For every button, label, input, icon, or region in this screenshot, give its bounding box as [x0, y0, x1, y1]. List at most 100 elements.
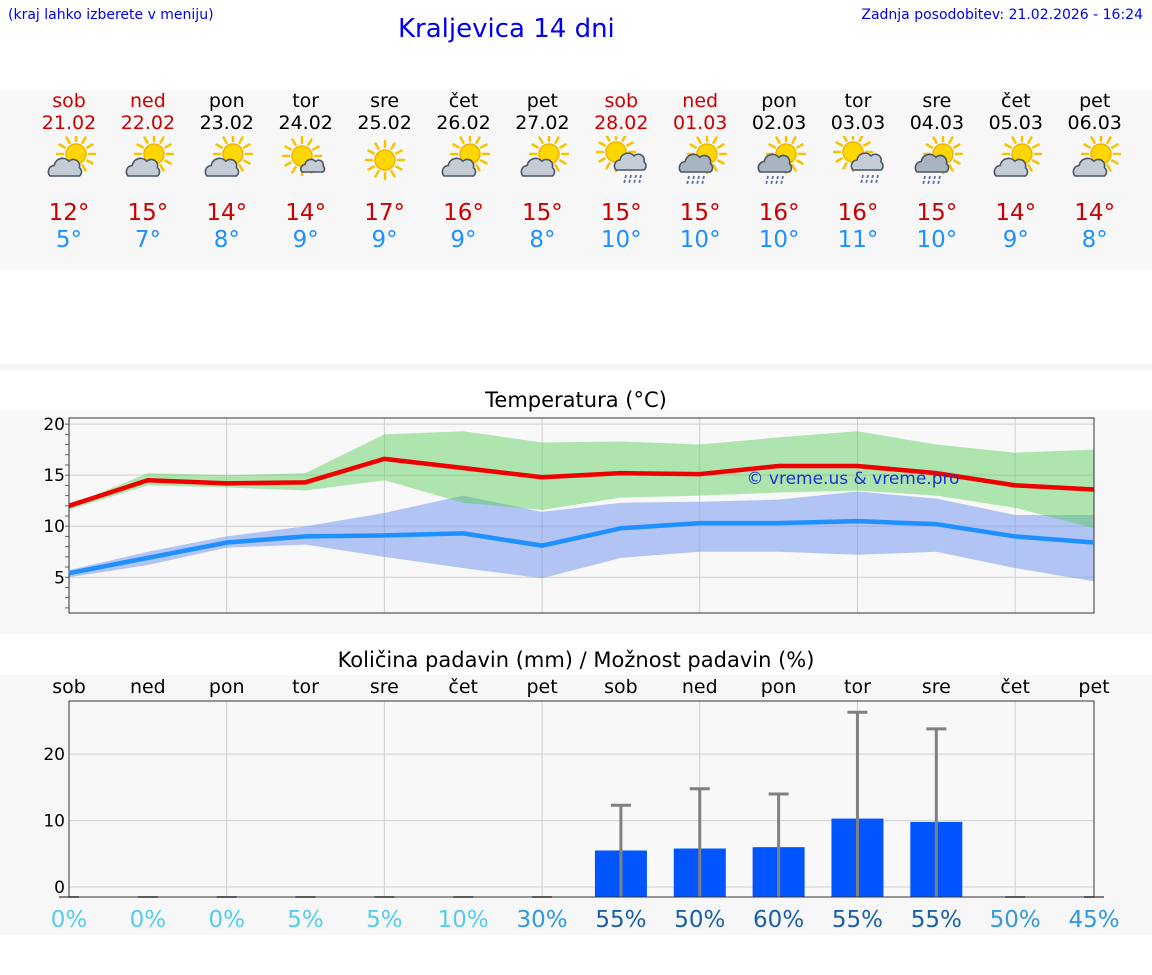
- day-column: sre 25.02 17° 9°: [345, 90, 424, 270]
- min-temp: 5°: [55, 227, 83, 253]
- x-category-label: pon: [761, 676, 797, 698]
- day-date: 22.02: [120, 112, 176, 134]
- precip-chance-label: 0%: [208, 907, 245, 933]
- y-tick-label: 10: [43, 517, 65, 537]
- max-temp: 14°: [995, 200, 1037, 226]
- precip-chance-label: 5%: [366, 907, 403, 933]
- day-name: tor: [844, 90, 872, 112]
- max-temp: 16°: [443, 200, 484, 226]
- day-name: sre: [370, 90, 400, 112]
- day-date: 05.03: [988, 112, 1043, 134]
- y-tick-label: 5: [54, 568, 65, 588]
- day-column: čet 26.02 16° 9°: [424, 90, 503, 270]
- max-temp: 14°: [285, 200, 327, 226]
- day-name: pet: [526, 90, 558, 112]
- precip-chance-label: 50%: [990, 907, 1041, 933]
- precip-chance-label: 55%: [911, 907, 962, 933]
- plot-frame: [68, 700, 1095, 898]
- day-name: sre: [922, 90, 952, 112]
- day-name: sob: [52, 90, 86, 112]
- min-temp: 9°: [1002, 227, 1029, 253]
- max-temp: 16°: [758, 200, 800, 226]
- min-temp: 9°: [371, 227, 398, 253]
- day-name: ned: [129, 90, 166, 112]
- day-name: čet: [448, 90, 479, 112]
- temperature-chart-title: Temperatura (°C): [485, 388, 667, 412]
- x-category-label: sob: [604, 676, 638, 698]
- forecast-panel: sob 21.02 12° 5° ned 22.02 15° 7° pon 23.02 14° 8° t…: [0, 90, 1152, 270]
- temperature-chart: 5 10 15 20 © vreme.us & vreme.pro: [43, 415, 1095, 614]
- day-column: tor 03.03 16° 11°: [819, 90, 898, 270]
- precip-chance-label: 10%: [438, 907, 489, 933]
- max-temp: 16°: [837, 200, 879, 226]
- day-date: 27.02: [515, 112, 570, 134]
- sun-icon: [364, 139, 406, 181]
- precip-chance-label: 45%: [1068, 907, 1119, 933]
- max-temp: 15°: [522, 200, 563, 226]
- min-temp: 10°: [600, 227, 642, 253]
- precip-chance-label: 60%: [753, 907, 804, 933]
- max-temp: 15°: [679, 200, 721, 226]
- day-column: čet 05.03 14° 9°: [976, 90, 1055, 270]
- sun-rain-icon: [678, 136, 727, 186]
- precip-chance-label: 55%: [595, 907, 646, 933]
- day-column: ned 01.03 15° 10°: [661, 90, 740, 270]
- day-column: pon 23.02 14° 8°: [187, 90, 266, 270]
- min-temp: 8°: [529, 227, 556, 253]
- partly-cloudy-icon: [993, 136, 1043, 177]
- min-temp: 10°: [916, 227, 958, 253]
- day-column: sob 28.02 15° 10°: [582, 90, 661, 270]
- max-temp: 12°: [48, 200, 90, 226]
- x-category-label: sre: [922, 676, 951, 698]
- min-temp-line: [68, 518, 1095, 576]
- x-category-label: sob: [52, 676, 86, 698]
- y-tick-label: 0: [54, 878, 65, 898]
- day-column: pet 06.03 14° 8°: [1055, 90, 1134, 270]
- min-temp: 10°: [758, 227, 800, 253]
- last-update: Zadnja posodobitev: 21.02.2026 - 16:24: [861, 7, 1143, 23]
- day-column: pon 02.03 16° 10°: [740, 90, 819, 270]
- day-column: sob 21.02 12° 5°: [30, 90, 109, 270]
- day-name: tor: [292, 90, 320, 112]
- precip-chance-label: 50%: [674, 907, 725, 933]
- min-temp: 11°: [837, 227, 879, 253]
- day-column: ned 22.02 15° 7°: [108, 90, 187, 270]
- day-name: pon: [761, 90, 797, 112]
- x-category-label: sre: [370, 676, 399, 698]
- sun-small-cloud-icon: [281, 136, 326, 177]
- min-temp: 8°: [1081, 227, 1108, 253]
- precip-chance-label: 0%: [51, 907, 88, 933]
- day-date: 02.03: [751, 112, 807, 134]
- partly-cloudy-icon: [204, 136, 254, 177]
- precip-chance-label: 55%: [832, 907, 883, 933]
- max-temp: 15°: [916, 200, 958, 226]
- min-temp: 10°: [679, 227, 721, 253]
- day-date: 06.03: [1067, 112, 1122, 134]
- x-category-label: tor: [292, 676, 319, 698]
- partly-cloudy-icon: [126, 136, 175, 177]
- partly-cloudy-icon: [441, 136, 490, 177]
- max-temp: 14°: [206, 200, 248, 226]
- x-category-label: čet: [448, 676, 478, 698]
- plot-frame: [68, 417, 1095, 614]
- y-tick-label: 10: [43, 812, 65, 832]
- max-temp: 15°: [600, 200, 642, 226]
- day-date: 26.02: [436, 112, 491, 134]
- sun-rain-cloud-icon: [832, 136, 884, 185]
- day-date: 25.02: [357, 112, 412, 134]
- y-tick-label: 20: [43, 745, 65, 765]
- x-category-label: pet: [1078, 676, 1109, 698]
- precip-chance-label: 0%: [130, 907, 167, 933]
- day-column: pet 27.02 15° 8°: [503, 90, 582, 270]
- min-temp: 7°: [134, 227, 161, 253]
- day-name: čet: [1001, 90, 1031, 112]
- x-category-label: čet: [1000, 676, 1030, 698]
- x-category-label: ned: [682, 676, 718, 698]
- day-name: ned: [682, 90, 719, 112]
- max-temp-line: [68, 456, 1095, 508]
- sun-rain-cloud-icon: [595, 136, 647, 185]
- watermark: © vreme.us & vreme.pro: [746, 469, 959, 489]
- day-date: 28.02: [594, 112, 649, 134]
- max-temp: 14°: [1074, 200, 1116, 226]
- x-category-label: pon: [209, 676, 245, 698]
